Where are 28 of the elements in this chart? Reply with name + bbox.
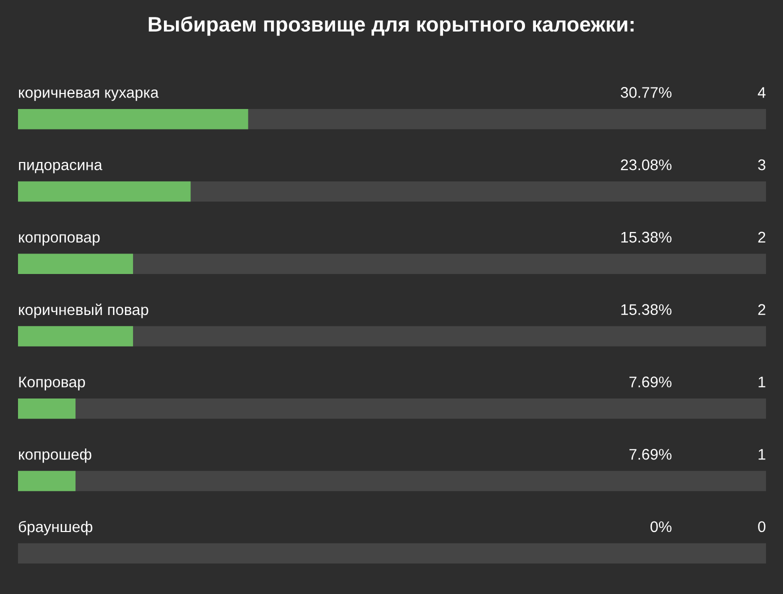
annotation: 3 [758, 159, 766, 170]
y-tick-label: Копровар [19, 376, 85, 390]
y-tick-label: пидорасина [19, 162, 102, 174]
data-label: 23.08% [620, 159, 672, 170]
data-label: 7.69% [629, 448, 672, 460]
data-label: 15.38% [621, 304, 672, 315]
annotation: 2 [758, 304, 766, 315]
bar [18, 326, 134, 346]
annotation: 0 [758, 521, 766, 532]
data-label: 0% [650, 521, 672, 532]
annotation: 2 [758, 232, 766, 242]
annotation: 4 [758, 87, 766, 98]
chart-title: Выбираем прозвище для корытного калоежки: [148, 16, 634, 36]
bar [18, 470, 76, 492]
bar [18, 254, 134, 274]
data-label: 15.38% [621, 232, 672, 243]
y-tick-label: копрошеф [19, 448, 92, 463]
y-tick-label: копроповар [19, 234, 100, 246]
data-label: 30.77% [620, 87, 672, 98]
y-tick-label: брауншеф [18, 520, 92, 536]
bar [18, 181, 191, 202]
data-label: 7.69% [629, 376, 672, 388]
y-tick-label: коричневый повар [19, 304, 148, 318]
annotation: 1 [758, 376, 766, 388]
bar [18, 108, 248, 130]
annotation: 1 [758, 449, 766, 460]
y-tick-label: коричневая кухарка [19, 89, 159, 101]
bar [18, 398, 76, 419]
